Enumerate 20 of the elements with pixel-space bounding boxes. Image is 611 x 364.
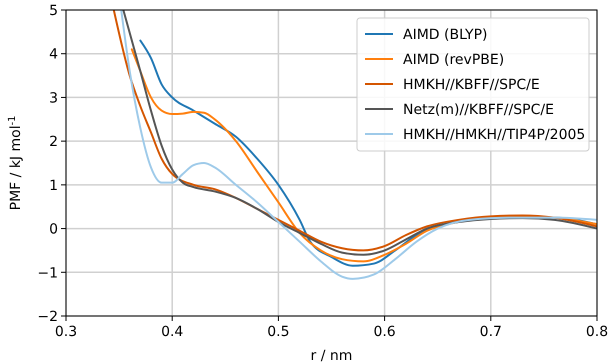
legend-label: AIMD (BLYP): [403, 27, 488, 43]
legend-label: HMKH//HMKH//TIP4P/2005: [403, 127, 586, 143]
y-tick-label: 2: [49, 134, 58, 150]
y-tick-label: −1: [37, 265, 58, 282]
x-tick-label: 0.8: [586, 324, 608, 340]
x-tick-label: 0.7: [480, 324, 502, 340]
y-tick-label: 3: [49, 90, 58, 106]
x-tick-label: 0.6: [373, 324, 396, 340]
legend-label: Netz(m)//KBFF//SPC/E: [403, 102, 554, 118]
legend-label: HMKH//KBFF//SPC/E: [403, 77, 540, 93]
x-axis-title: r / nm: [310, 348, 352, 364]
y-tick-label: 4: [49, 46, 58, 63]
y-tick-label: 5: [49, 3, 58, 19]
legend-label: AIMD (revPBE): [403, 52, 504, 68]
x-tick-label: 0.3: [54, 324, 78, 340]
y-tick-label: −2: [37, 309, 58, 325]
x-tick-label: 0.4: [161, 324, 184, 340]
y-tick-label: 0: [49, 222, 58, 238]
y-tick-label: 1: [49, 178, 58, 194]
x-tick-label: 0.5: [267, 324, 290, 340]
